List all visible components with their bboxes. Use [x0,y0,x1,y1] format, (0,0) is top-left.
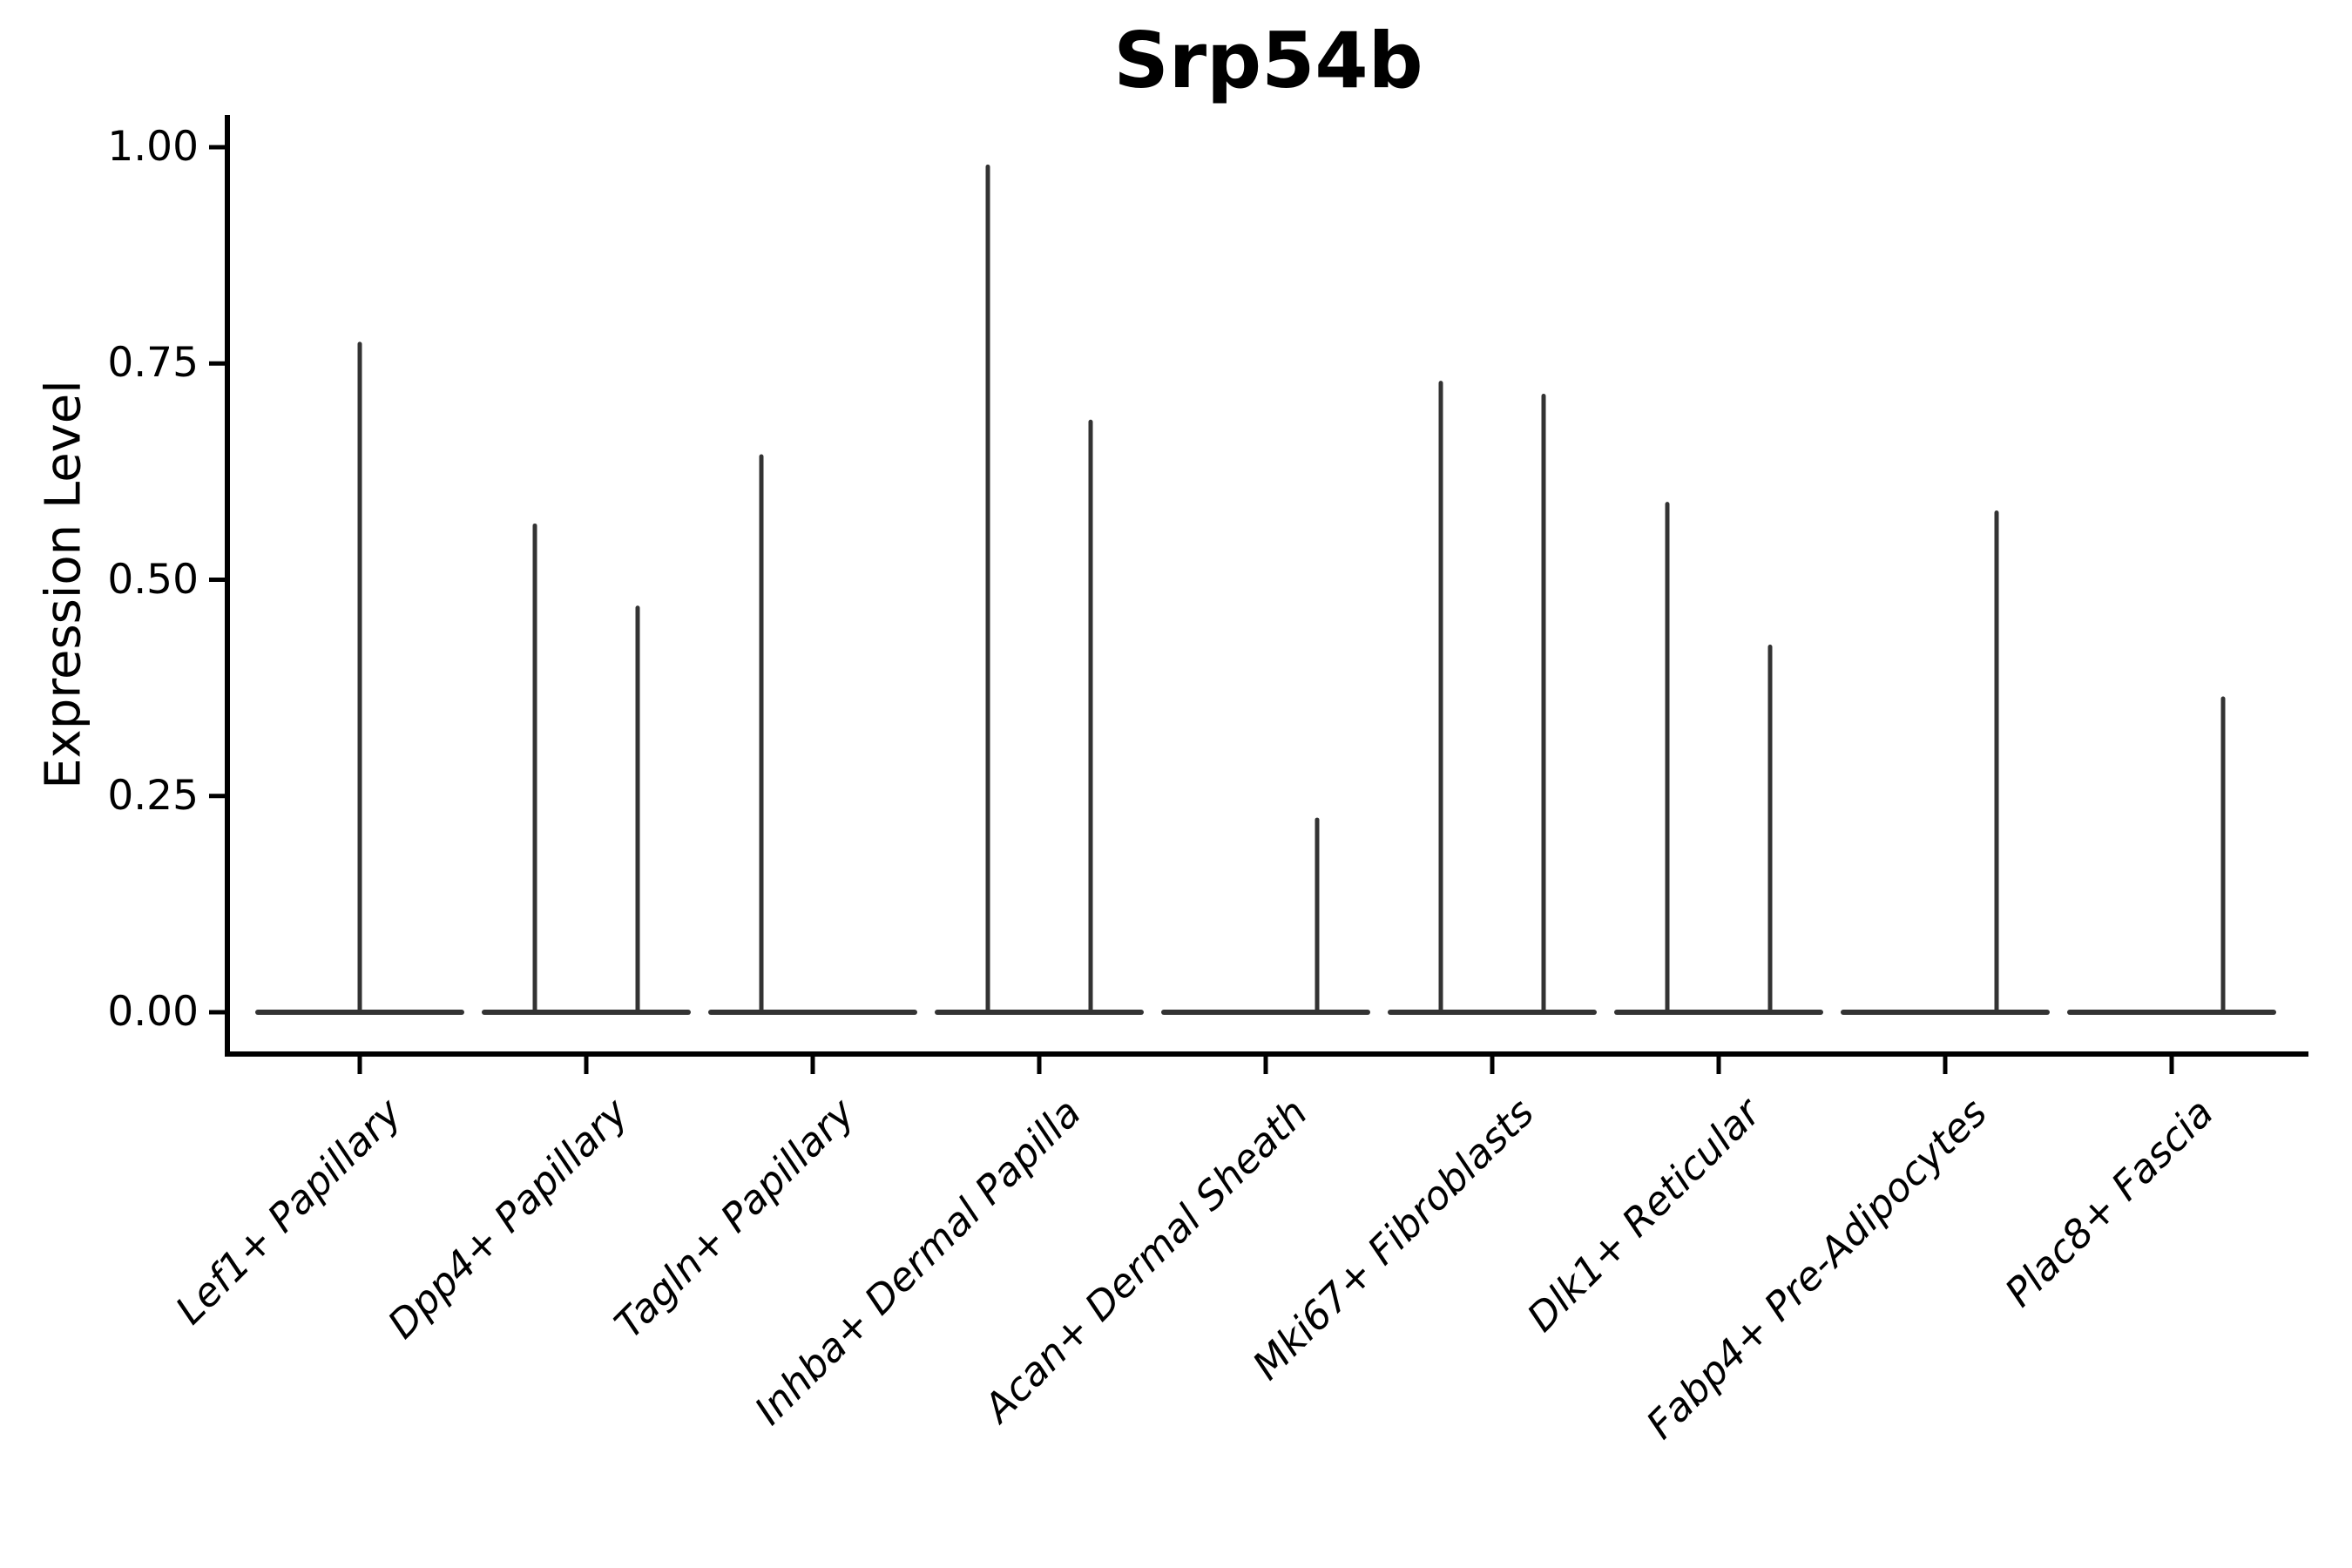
violin-spike [1767,644,1773,1014]
y-tick-label: 0.00 [107,988,199,1036]
violin-spike [1438,381,1443,1014]
violin-spike [1541,394,1546,1014]
x-tick [584,1057,589,1074]
y-axis-spine [225,115,230,1057]
violin-baseline [935,1010,1144,1015]
x-tick [2169,1057,2174,1074]
y-tick [209,361,225,366]
violin-spike [2220,696,2226,1014]
x-tick [357,1057,362,1074]
violin-spike [1994,510,1999,1014]
page-title: Srp54b [1113,16,1423,105]
violin-baseline [708,1010,917,1015]
violin-spike [759,454,764,1014]
violin-spike [532,523,537,1014]
y-tick [209,1010,225,1015]
x-tick [1490,1057,1495,1074]
x-axis-spine [225,1051,2308,1057]
x-tick [1263,1057,1268,1074]
y-tick [209,145,225,150]
y-tick [209,578,225,582]
y-tick-label: 1.00 [107,123,199,171]
violin-spike [1088,419,1093,1014]
violin-baseline [1161,1010,1370,1015]
violin-baseline [2067,1010,2276,1015]
violin-spike [1315,817,1320,1014]
violin-spike [1665,502,1670,1014]
violin-baseline [482,1010,691,1015]
x-tick [1943,1057,1948,1074]
y-tick-label: 0.75 [107,339,199,388]
x-tick [1037,1057,1042,1074]
violin-spike [357,341,362,1014]
violin-baseline [1388,1010,1597,1015]
y-tick-label: 0.50 [107,555,199,604]
violin-spike [635,605,640,1014]
y-tick-label: 0.25 [107,771,199,820]
y-tick [209,794,225,799]
violin-spike [985,164,990,1015]
violin-baseline [1614,1010,1823,1015]
violin-baseline [1841,1010,2050,1015]
x-tick [810,1057,815,1074]
x-tick [1716,1057,1721,1074]
